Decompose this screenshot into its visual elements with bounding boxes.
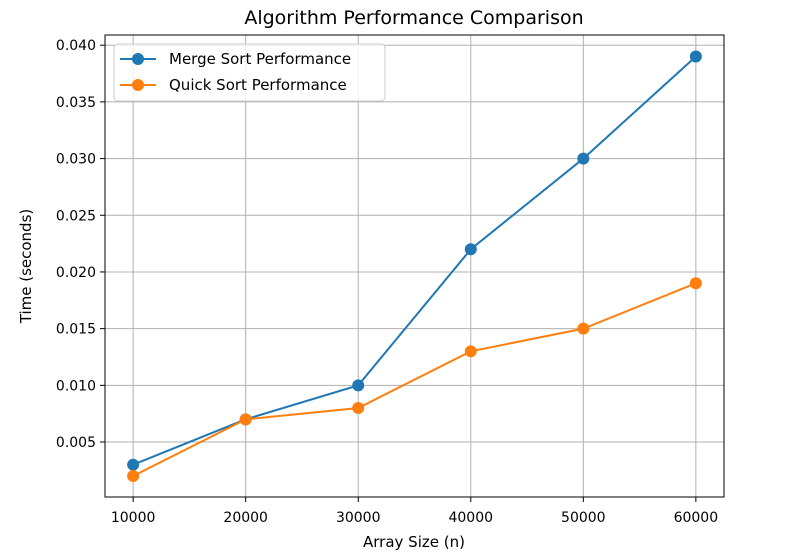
legend-label: Quick Sort Performance: [169, 76, 347, 94]
y-tick-label: 0.035: [56, 95, 96, 111]
series-layer: [127, 50, 702, 483]
y-tick-label: 0.010: [56, 378, 96, 394]
grid: [105, 35, 724, 497]
ticks: 10000 20000 30000 40000 50000 60000 0.005 0.010…: [56, 38, 718, 526]
merge-sort-performance-series: [127, 50, 702, 471]
merge-sort-performance-point: [352, 379, 365, 392]
legend-entry: Merge Sort Performance: [120, 50, 351, 68]
legend-label: Merge Sort Performance: [169, 50, 351, 68]
x-tick-label: 30000: [336, 510, 381, 526]
legend-entry: Quick Sort Performance: [120, 76, 347, 94]
quick-sort-performance-point: [127, 470, 140, 483]
x-tick-label: 60000: [674, 510, 719, 526]
quick-sort-performance-point: [352, 402, 365, 415]
y-tick-label: 0.025: [56, 208, 96, 224]
merge-sort-performance-line: [132, 55, 697, 466]
x-axis-label: Array Size (n): [363, 533, 465, 551]
legend-marker: [132, 53, 144, 65]
quick-sort-performance-point: [577, 322, 590, 335]
merge-sort-performance-point: [127, 458, 140, 471]
merge-sort-performance-point: [577, 152, 590, 165]
y-tick-label: 0.015: [56, 322, 96, 338]
merge-sort-performance-point: [464, 243, 477, 256]
quick-sort-performance-line: [132, 282, 697, 477]
x-tick-label: 40000: [448, 510, 493, 526]
x-tick-label: 10000: [111, 510, 156, 526]
legend-marker: [132, 79, 144, 91]
y-tick-label: 0.030: [56, 152, 96, 168]
legend-box: [113, 43, 386, 102]
chart-title: Algorithm Performance Comparison: [244, 7, 583, 29]
quick-sort-performance-point: [239, 413, 252, 426]
quick-sort-performance-series: [127, 277, 702, 483]
y-tick-label: 0.020: [56, 265, 96, 281]
x-tick-label: 20000: [223, 510, 268, 526]
y-tick-label: 0.040: [56, 38, 96, 54]
y-tick-label: 0.005: [56, 435, 96, 451]
quick-sort-performance-point: [464, 345, 477, 358]
legend: Merge Sort Performance Quick Sort Perform…: [113, 43, 386, 102]
quick-sort-performance-point: [689, 277, 702, 290]
merge-sort-performance-point: [689, 50, 702, 63]
y-axis-label: Time (seconds): [17, 209, 35, 325]
x-tick-label: 50000: [561, 510, 606, 526]
plot-area: [104, 34, 725, 498]
